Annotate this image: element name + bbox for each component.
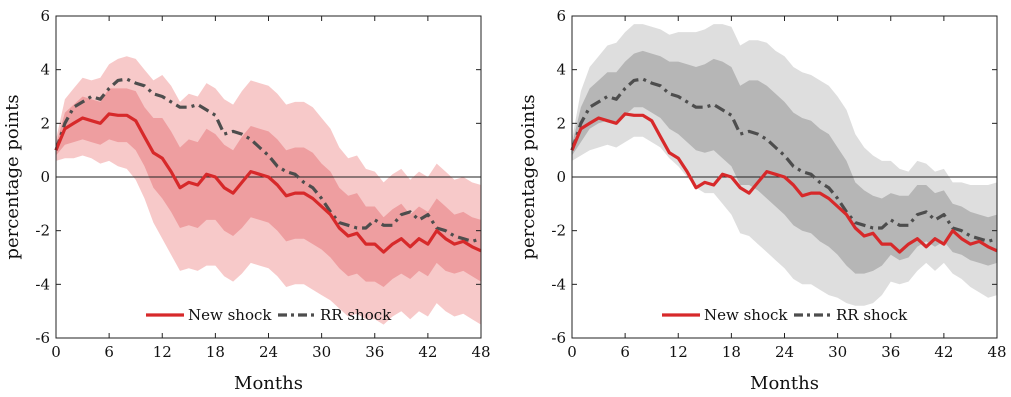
x-tick-label: 30 <box>312 343 331 361</box>
x-tick-label: 12 <box>669 343 688 361</box>
x-tick-label: 36 <box>881 343 900 361</box>
y-tick-label: 0 <box>556 168 566 186</box>
x-tick-label: 48 <box>471 343 490 361</box>
series-line-new-shock <box>54 112 482 254</box>
chart-panel-1: 0 6 12 18 24 30 36 42 486420-2-4-6Monthspercenta… <box>2 7 491 394</box>
y-axis-label: percentage points <box>2 94 23 259</box>
x-tick-label: 6 <box>620 343 630 361</box>
x-tick-label: 6 <box>104 343 114 361</box>
legend: New shock RR shock <box>146 306 392 324</box>
legend-label-new-shock: New shock <box>704 306 788 324</box>
y-tick-label: 4 <box>40 61 50 79</box>
x-tick-label: 12 <box>153 343 172 361</box>
y-tick-label: -2 <box>551 222 566 240</box>
x-tick-label: 42 <box>934 343 953 361</box>
y-axis-label: percentage points <box>518 94 539 259</box>
chart-panel-2: 0 6 12 18 24 30 36 42 486420-2-4-6Monthspercenta… <box>518 7 1007 394</box>
y-tick-label: 6 <box>40 7 50 25</box>
legend-label-new-shock: New shock <box>188 306 272 324</box>
x-tick-label: 24 <box>259 343 278 361</box>
x-tick-label: 30 <box>828 343 847 361</box>
y-tick-label: 6 <box>556 7 566 25</box>
x-tick-label: 48 <box>987 343 1006 361</box>
y-tick-label: -6 <box>35 329 50 347</box>
x-tick-label: 18 <box>722 343 741 361</box>
y-tick-label: -2 <box>35 222 50 240</box>
y-tick-label: 4 <box>556 61 566 79</box>
x-tick-label: 24 <box>775 343 794 361</box>
y-tick-label: 2 <box>40 114 50 132</box>
inner-confidence-band <box>572 50 997 274</box>
series-line-rr-shock <box>54 77 482 243</box>
series-line-new-shock <box>570 112 998 254</box>
y-tick-label: -6 <box>551 329 566 347</box>
y-tick-label: 0 <box>40 168 50 186</box>
y-tick-label: -4 <box>35 275 50 293</box>
x-tick-label: 0 <box>51 343 61 361</box>
y-tick-label: -4 <box>551 275 566 293</box>
x-tick-label: 42 <box>418 343 437 361</box>
legend: New shock RR shock <box>662 306 908 324</box>
x-tick-label: 0 <box>567 343 577 361</box>
x-axis-label: Months <box>234 373 303 394</box>
x-tick-label: 36 <box>365 343 384 361</box>
inner-confidence-band <box>56 88 481 288</box>
legend-label-rr-shock: RR shock <box>836 306 908 324</box>
legend-label-rr-shock: RR shock <box>320 306 392 324</box>
y-tick-label: 2 <box>556 114 566 132</box>
x-tick-label: 18 <box>206 343 225 361</box>
series-line-rr-shock <box>570 77 998 243</box>
x-axis-label: Months <box>750 373 819 394</box>
